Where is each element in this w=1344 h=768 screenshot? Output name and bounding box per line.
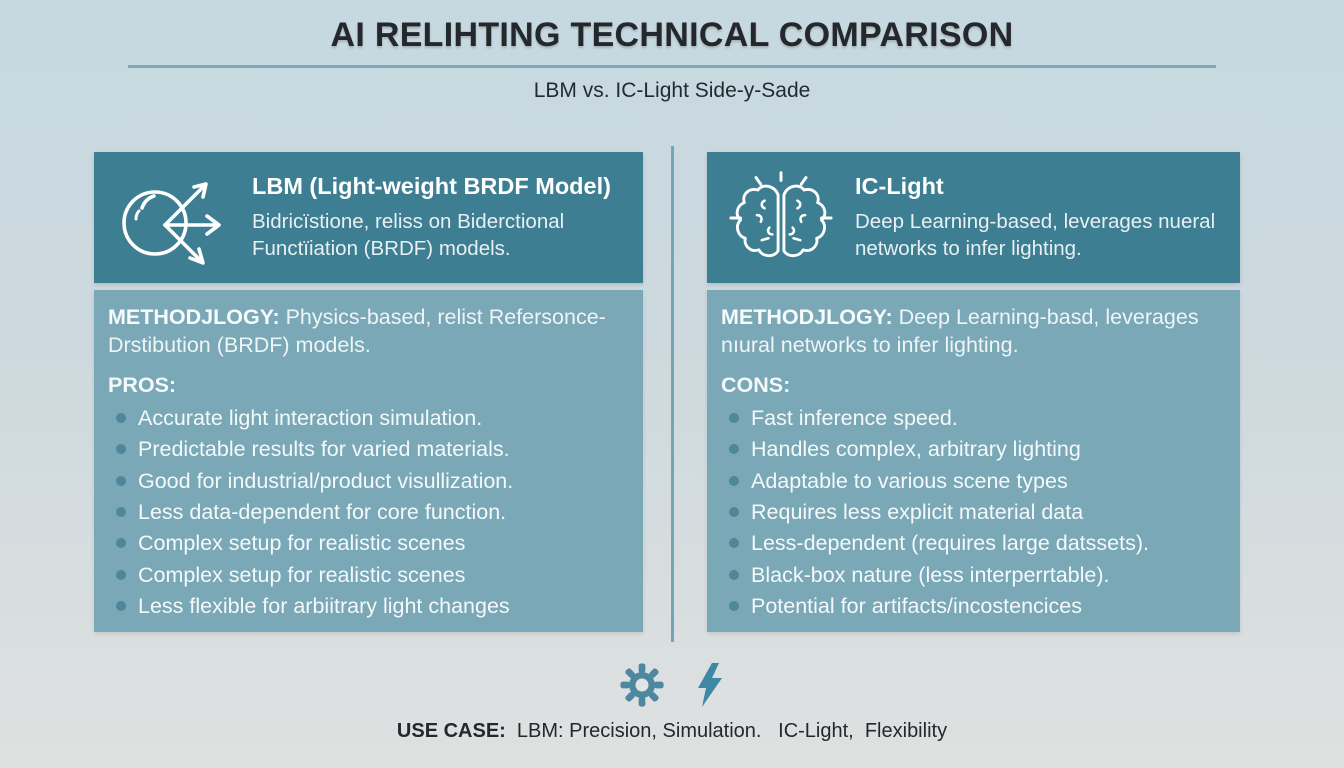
comparison-card-lbm: LBM (Light-weight BRDF Model) Bidricïsti… [94, 152, 643, 632]
card-title: LBM (Light-weight BRDF Model) [252, 172, 611, 199]
column-divider [671, 146, 674, 642]
card-body-iclight: METHODJLOGY: Deep Learning-basd, leverag… [707, 290, 1240, 632]
bullet-dot [116, 413, 126, 424]
bullet-item: Less data-dependent for core function. [108, 501, 625, 523]
bullet-dot [729, 569, 739, 580]
bullet-dot [116, 507, 126, 518]
bullet-item: Complex setup for realistic scenes [108, 564, 625, 586]
bullet-item: Potential for artifacts/incostencices [721, 595, 1222, 617]
use-case-line: USE CASE: LBM: Precision, Simulation. IC… [0, 720, 1344, 743]
use-case-text: LBM: Precision, Simulation. IC-Light, Fl… [505, 720, 948, 742]
bullet-item: Less-dependent (requires large datssets)… [721, 531, 1222, 556]
lightning-icon [695, 662, 725, 708]
card-header-iclight: IC-Light Deep Learning-based, leverages … [707, 152, 1240, 283]
methodology-label: METHODJLOGY: [721, 305, 893, 329]
page-title: AI RELIHTING TECHNICAL COMPARISON [330, 16, 1014, 54]
gear-icon [619, 662, 665, 708]
bullet-text: Predictable results for varied materials… [138, 437, 510, 462]
bullet-dot [116, 601, 126, 612]
bullet-item: Fast inference speed. [721, 407, 1222, 429]
bullet-text: Less data-dependent for core function. [138, 500, 507, 525]
bullet-text: Complex setup for realistic scenes [138, 562, 466, 587]
footer-icons [0, 662, 1344, 708]
bullet-dot [116, 538, 126, 549]
bullet-list-lbm: Accurate light interaction simulation. P… [108, 407, 625, 618]
bullet-dot [116, 444, 126, 455]
bullet-text: Less flexible for arbiitrary light chang… [138, 594, 510, 619]
methodology-line: METHODJLOGY: Physics-based, relist Refer… [108, 304, 625, 359]
bullet-item: Adaptable to various scene types [721, 470, 1222, 492]
bullet-item: Complex setup for realistic scenes [108, 531, 625, 556]
page-subtitle: LBM vs. IC-Light Side-y-Sade [533, 79, 811, 102]
bullet-dot [116, 475, 126, 486]
bullet-text: Accurate light interaction simulation. [138, 406, 483, 431]
methodology-label: METHODJLOGY: [108, 305, 280, 329]
title-divider [128, 65, 1216, 68]
bullet-item: Black-box nature (less interperrtable). [721, 564, 1222, 586]
methodology-text: Deep Learning-basd, leverages nıural net… [721, 305, 1199, 357]
bullet-text: Potential for artifacts/incostencices [751, 594, 1083, 619]
bullet-dot [729, 475, 739, 486]
brain-icon [707, 168, 855, 268]
cons-label: CONS: [721, 373, 791, 398]
bullet-text: Requires less explicit material data [751, 500, 1084, 525]
bullet-text: Complex setup for realistic scenes [138, 531, 466, 556]
bullet-item: Accurate light interaction simulation. [108, 407, 625, 429]
bullet-item: Predictable results for varied materials… [108, 437, 625, 462]
card-header-lbm: LBM (Light-weight BRDF Model) Bidricïsti… [94, 152, 643, 283]
bullet-text: Good for industrial/product visullizatio… [138, 468, 514, 493]
bullet-dot [729, 413, 739, 424]
bullet-dot [729, 601, 739, 612]
methodology-text: Physics-based, relist Refersonce-Drstibu… [108, 305, 606, 357]
methodology-line: METHODJLOGY: Deep Learning-basd, leverag… [721, 304, 1222, 359]
bullet-item: Good for industrial/product visullizatio… [108, 470, 625, 492]
card-description: Bidricïstione, reliss on Biderctional Fu… [252, 209, 565, 260]
bullet-dot [729, 444, 739, 455]
bullet-item: Handles complex, arbitrary lighting [721, 437, 1222, 462]
bullet-list-iclight: Fast inference speed. Handles complex, a… [721, 407, 1222, 618]
card-description: Deep Learning-based, leverages nueral ne… [855, 209, 1216, 260]
sphere-light-arrows-icon [94, 168, 252, 268]
card-title: IC-Light [855, 172, 944, 199]
card-body-lbm: METHODJLOGY: Physics-based, relist Refer… [94, 290, 643, 632]
use-case-label: USE CASE: [396, 720, 506, 742]
bullet-text: Fast inference speed. [751, 406, 958, 431]
comparison-card-iclight: IC-Light Deep Learning-based, leverages … [707, 152, 1240, 632]
bullet-text: Adaptable to various scene types [751, 468, 1068, 493]
bullet-text: Less-dependent (requires large datssets)… [751, 531, 1149, 556]
bullet-dot [729, 507, 739, 518]
bullet-text: Handles complex, arbitrary lighting [751, 437, 1081, 462]
bullet-text: Black-box nature (less interperrtable). [751, 562, 1110, 587]
bullet-item: Less flexible for arbiitrary light chang… [108, 595, 625, 617]
bullet-dot [729, 538, 739, 549]
bullet-item: Requires less explicit material data [721, 501, 1222, 523]
pros-label: PROS: [108, 373, 177, 398]
bullet-dot [116, 569, 126, 580]
